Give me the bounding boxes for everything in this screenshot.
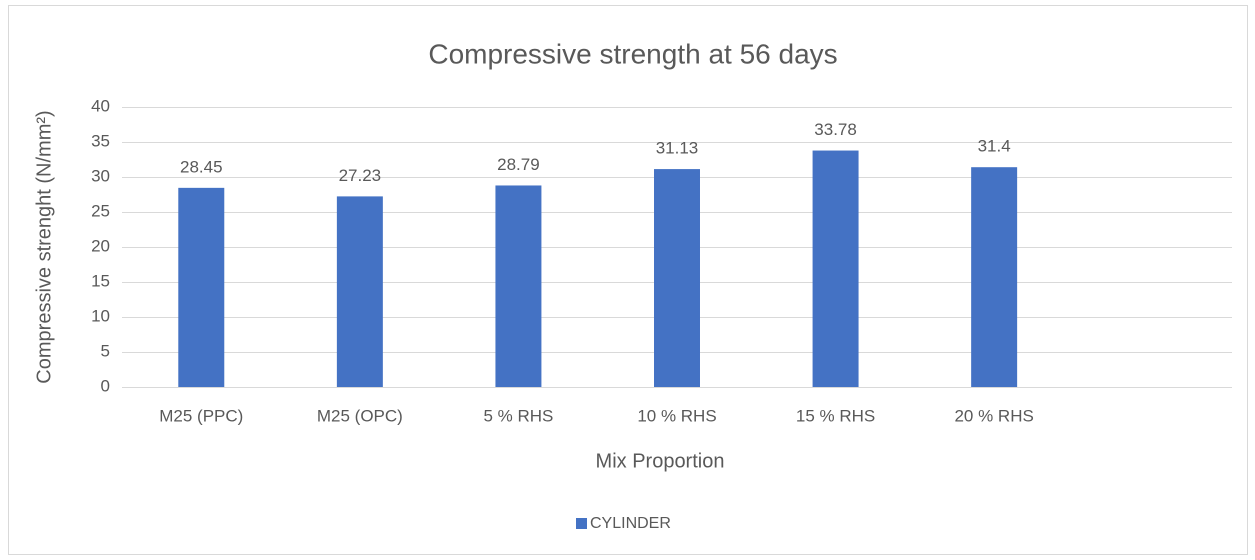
bar [495, 185, 542, 387]
x-axis-label: Mix Proportion [596, 450, 725, 472]
data-label: 27.23 [339, 166, 382, 185]
x-tick-label: M25 (OPC) [317, 406, 403, 425]
legend-swatch [576, 518, 587, 529]
y-tick-label: 0 [101, 376, 110, 395]
y-tick-label: 20 [91, 236, 110, 255]
y-tick-label: 35 [91, 131, 110, 150]
data-label: 31.13 [656, 139, 699, 158]
data-label: 28.45 [180, 157, 223, 176]
y-tick-label: 30 [91, 166, 110, 185]
data-label: 28.79 [497, 155, 540, 174]
x-tick-label: M25 (PPC) [159, 406, 243, 425]
chart-title: Compressive strength at 56 days [428, 38, 837, 69]
x-tick-label: 15 % RHS [796, 406, 875, 425]
x-tick-label: 20 % RHS [954, 406, 1033, 425]
y-axis-label: Compressive strenght (N/mm²) [33, 110, 55, 383]
legend-label: CYLINDER [590, 515, 671, 532]
x-tick-label: 10 % RHS [637, 406, 716, 425]
y-tick-label: 5 [101, 341, 110, 360]
y-tick-label: 40 [91, 96, 110, 115]
bar [336, 196, 383, 387]
data-label: 33.78 [814, 120, 857, 139]
y-tick-label: 25 [91, 201, 110, 220]
bar [812, 150, 859, 387]
bar [654, 169, 700, 387]
bar [178, 187, 225, 387]
y-tick-label: 10 [91, 306, 110, 325]
y-tick-label: 15 [91, 271, 110, 290]
x-tick-label: 5 % RHS [483, 406, 553, 425]
data-label: 31.4 [978, 137, 1011, 156]
bar [971, 167, 1018, 387]
